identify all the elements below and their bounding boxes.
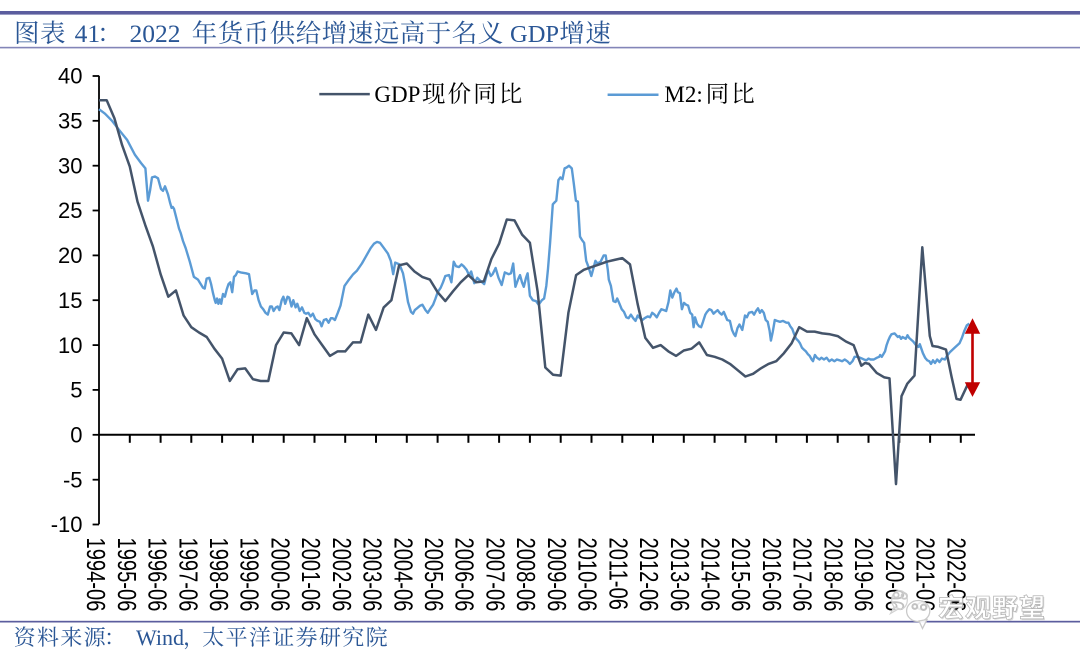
svg-text:35: 35 <box>58 109 82 134</box>
svg-text:1999-06: 1999-06 <box>235 538 264 612</box>
svg-text:2009-06: 2009-06 <box>542 538 571 612</box>
svg-text:5: 5 <box>70 378 82 403</box>
svg-text:2005-06: 2005-06 <box>419 538 448 612</box>
svg-text:41: 41 <box>75 19 101 48</box>
svg-text:2002-06: 2002-06 <box>327 538 356 612</box>
svg-text:2022: 2022 <box>130 19 181 48</box>
svg-text:M2:: M2: <box>664 82 702 107</box>
svg-text:2013-06: 2013-06 <box>665 538 694 612</box>
svg-text:1998-06: 1998-06 <box>204 538 233 612</box>
svg-text:1995-06: 1995-06 <box>112 538 141 612</box>
svg-text:2021-06: 2021-06 <box>911 538 940 612</box>
svg-text:2012-06: 2012-06 <box>635 538 664 612</box>
svg-text:2000-06: 2000-06 <box>266 538 295 612</box>
svg-text:2019-06: 2019-06 <box>850 538 879 612</box>
svg-text:2008-06: 2008-06 <box>512 538 541 612</box>
svg-text:0: 0 <box>70 423 82 448</box>
svg-text:GDP: GDP <box>510 21 559 48</box>
svg-text:2003-06: 2003-06 <box>358 538 387 612</box>
svg-text:2014-06: 2014-06 <box>696 538 725 612</box>
svg-text:2018-06: 2018-06 <box>819 538 848 612</box>
svg-text:2015-06: 2015-06 <box>727 538 756 612</box>
svg-text:2006-06: 2006-06 <box>450 538 479 612</box>
svg-text:2004-06: 2004-06 <box>389 538 418 612</box>
svg-text:1996-06: 1996-06 <box>143 538 172 612</box>
svg-text:20: 20 <box>58 243 82 268</box>
svg-text:2017-06: 2017-06 <box>788 538 817 612</box>
svg-text:25: 25 <box>58 198 82 223</box>
svg-text:Wind: Wind <box>136 625 184 650</box>
svg-text:30: 30 <box>58 153 82 178</box>
svg-text:-10: -10 <box>51 512 83 537</box>
svg-text:2011-06: 2011-06 <box>604 538 633 610</box>
svg-text:2001-06: 2001-06 <box>297 538 326 612</box>
svg-text:15: 15 <box>58 288 82 313</box>
svg-text:40: 40 <box>58 64 82 89</box>
svg-text:10: 10 <box>58 333 82 358</box>
svg-text:2016-06: 2016-06 <box>757 538 786 612</box>
svg-text:-5: -5 <box>63 467 83 492</box>
svg-text:1997-06: 1997-06 <box>174 538 203 612</box>
svg-text:1994-06: 1994-06 <box>82 538 111 612</box>
svg-text:2007-06: 2007-06 <box>481 538 510 612</box>
svg-text:2010-06: 2010-06 <box>573 538 602 612</box>
svg-text:GDP: GDP <box>374 82 420 107</box>
